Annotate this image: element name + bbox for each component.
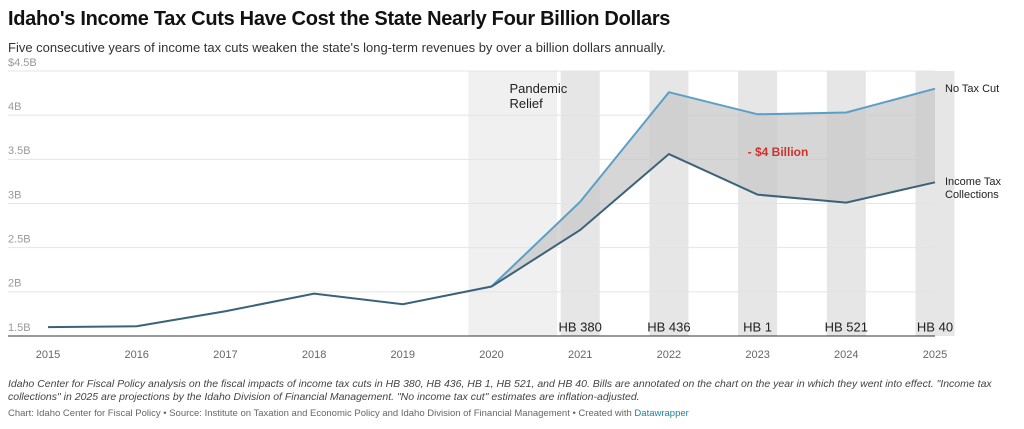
y-tick-label: 1.5B — [8, 322, 31, 334]
x-tick-label: 2021 — [568, 349, 592, 361]
x-tick-label: 2017 — [213, 349, 237, 361]
series-line — [490, 87, 936, 288]
x-tick-label: 2016 — [124, 349, 148, 361]
y-tick-label: $4.5B — [8, 57, 37, 69]
gap-annotation: - $4 Billion — [748, 145, 809, 159]
x-tick-label: 2020 — [479, 349, 503, 361]
y-tick-label: 2B — [8, 278, 21, 290]
bill-label: HB 380 — [559, 319, 602, 334]
x-tick-label: 2018 — [302, 349, 326, 361]
y-tick-label: 4B — [8, 101, 21, 113]
y-tick-label: 2.5B — [8, 234, 31, 246]
credit-link[interactable]: Datawrapper — [634, 408, 689, 419]
source: Chart: Idaho Center for Fiscal Policy • … — [8, 408, 689, 419]
y-tick-label: 3B — [8, 189, 21, 201]
x-tick-label: 2023 — [745, 349, 769, 361]
chart-subtitle: Five consecutive years of income tax cut… — [8, 40, 666, 55]
x-tick-label: 2022 — [657, 349, 681, 361]
x-tick-label: 2019 — [391, 349, 415, 361]
y-tick-label: 3.5B — [8, 145, 31, 157]
x-tick-label: 2015 — [36, 349, 60, 361]
bill-label: HB 521 — [825, 319, 868, 334]
notes: Idaho Center for Fiscal Policy analysis … — [8, 378, 992, 403]
x-tick-label: 2024 — [834, 349, 858, 361]
source-text: Chart: Idaho Center for Fiscal Policy • … — [8, 408, 632, 419]
series-label: No Tax Cut — [945, 82, 1000, 95]
chart-title: Idaho's Income Tax Cuts Have Cost the St… — [8, 8, 671, 30]
series-label: Income Tax Collections — [945, 176, 1002, 202]
series-line — [47, 152, 936, 329]
bill-label: HB 436 — [647, 319, 690, 334]
pandemic-label: Pandemic Relief — [509, 81, 568, 111]
bill-label: HB 40 — [917, 319, 953, 334]
x-tick-label: 2025 — [923, 349, 947, 361]
gap-area — [491, 88, 935, 287]
bill-label: HB 1 — [743, 319, 772, 334]
